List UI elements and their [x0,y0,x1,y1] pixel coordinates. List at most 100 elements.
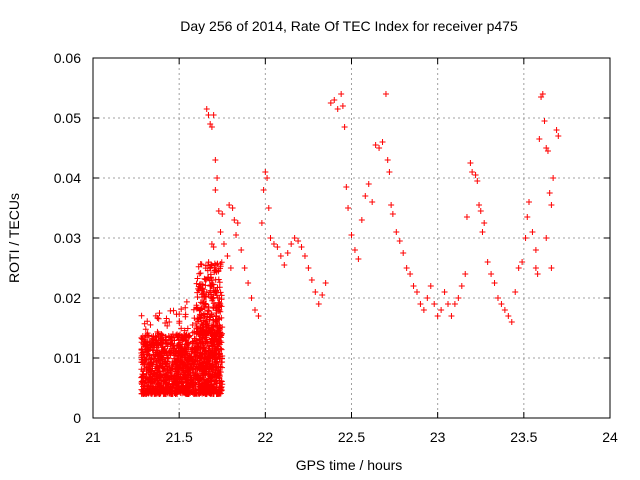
data-point [532,247,539,253]
data-point [177,343,184,350]
data-point [448,313,455,319]
data-point [138,312,145,319]
data-point [215,327,222,334]
data-point [212,187,219,193]
data-point [149,337,156,344]
data-point [481,220,488,226]
y-tick-label: 0.01 [54,350,81,366]
data-point [358,217,365,223]
data-point [146,338,153,345]
data-point [484,259,491,265]
data-point [539,91,546,97]
y-tick-label: 0.04 [54,170,81,186]
data-point [301,253,308,259]
data-point [191,315,198,322]
data-point [413,289,420,295]
data-point [519,259,526,265]
data-point [176,311,183,318]
data-point [202,329,209,336]
data-point [219,381,226,388]
data-point [197,261,204,268]
data-point [199,294,206,301]
scatter-points [138,91,562,397]
data-point [212,352,219,359]
data-point [274,244,281,250]
data-point [238,247,245,253]
data-point [474,178,481,184]
data-point [231,217,238,223]
data-point [160,378,167,385]
data-point [213,330,220,337]
data-point [216,299,223,306]
data-point [339,103,346,109]
data-point [524,214,531,220]
data-point [338,91,345,97]
data-point [171,386,178,393]
data-point [494,295,501,301]
data-point [164,355,171,362]
data-point [202,338,209,345]
data-point [255,313,262,319]
x-axis-label: GPS time / hours [296,457,403,473]
data-point [343,184,350,190]
data-point [469,169,476,175]
data-point [208,366,215,373]
data-point [196,375,203,382]
data-point [172,390,179,397]
data-point [174,359,181,366]
data-point [166,319,173,326]
data-point [372,142,379,148]
data-point [197,389,204,396]
data-point [163,315,170,322]
data-point [147,378,154,385]
data-point [153,383,160,390]
data-point [190,385,197,392]
data-point [201,275,208,282]
data-point [156,310,163,317]
data-point [184,325,191,332]
data-point [214,324,221,331]
data-point [198,382,205,389]
data-point [208,124,215,130]
data-point [196,270,203,277]
data-point [176,318,183,325]
data-point [208,277,215,284]
x-tick-label: 23 [430,429,446,445]
data-point [258,220,265,226]
data-point [178,350,185,357]
data-point [207,384,214,391]
x-tick-label: 23.5 [510,429,537,445]
data-point [173,348,180,355]
data-point [546,190,553,196]
data-point [384,157,391,163]
chart-title: Day 256 of 2014, Rate Of TEC Index for r… [180,18,518,34]
data-point [142,326,149,333]
data-point [455,295,462,301]
data-point [156,390,163,397]
data-point [213,359,220,366]
data-point [477,208,484,214]
data-point [148,390,155,397]
data-point [462,271,469,277]
data-point [400,250,407,256]
data-point [388,202,395,208]
data-point [190,306,197,313]
data-point [211,380,218,387]
data-point [157,337,164,344]
data-point [192,379,199,386]
data-point [181,371,188,378]
data-point [403,265,410,271]
data-point [154,340,161,347]
data-point [204,379,211,386]
data-point [410,283,417,289]
data-point [138,390,145,397]
data-point [200,372,207,379]
data-point [199,330,206,337]
data-point [182,313,189,320]
data-point [144,348,151,355]
data-point [212,157,219,163]
data-point [154,366,161,373]
data-point [351,247,358,253]
data-point [175,358,182,365]
y-tick-labels: 0 0.01 0.02 0.03 0.04 0.05 0.06 [54,50,81,426]
